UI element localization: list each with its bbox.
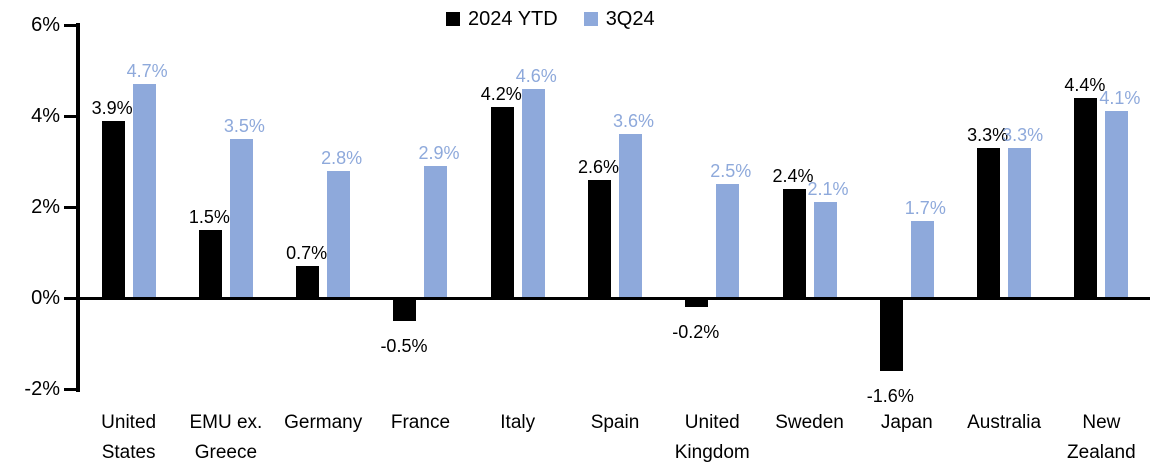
y-tick [64, 205, 76, 209]
data-label-3q24: 3.3% [1002, 124, 1044, 145]
data-label-2024-ytd: 3.3% [967, 124, 1009, 145]
category-label: Australia [967, 412, 1042, 433]
category-label-line: Greece [194, 442, 258, 463]
data-label-3q24: 2.8% [321, 147, 363, 168]
bar-3q24 [1008, 147, 1032, 298]
data-label-3q24: 3.5% [223, 115, 265, 136]
bar-3q24 [813, 202, 837, 298]
y-tick-label: 2% [31, 196, 60, 218]
category-label-line: United [684, 412, 740, 433]
bar-3q24 [424, 166, 448, 298]
bar-2024-ytd [393, 298, 417, 321]
data-label-2024-ytd: 2.4% [772, 165, 814, 186]
bar-3q24 [619, 134, 642, 298]
category-label-line: New [1082, 412, 1121, 433]
bar-2024-ytd [198, 229, 222, 298]
bar-2024-ytd [879, 298, 903, 371]
bar-3q24 [327, 170, 351, 298]
bar-2024-ytd [685, 298, 709, 308]
bar-2024-ytd [490, 106, 514, 298]
legend: 2024 YTD 3Q24 [446, 8, 655, 30]
data-label-3q24: 2.1% [807, 179, 849, 200]
data-label-3q24: 4.6% [515, 65, 557, 86]
2024-ytd-swatch-icon [446, 12, 460, 26]
data-label-2024-ytd: -0.2% [672, 322, 720, 343]
category-label-line: Kingdom [674, 442, 750, 463]
bar-3q24 [229, 138, 253, 298]
data-label-2024-ytd: 2.6% [577, 156, 620, 177]
category-label: Spain [590, 412, 640, 433]
bar-3q24 [910, 220, 934, 298]
bar-2024-ytd [1074, 97, 1098, 298]
bar-2024-ytd [977, 147, 1001, 298]
legend-item-2024-ytd: 2024 YTD [446, 8, 558, 30]
bar-3q24 [716, 184, 740, 298]
legend-item-3q24: 3Q24 [583, 8, 655, 30]
data-label-2024-ytd: 1.5% [188, 206, 230, 227]
3q24-swatch-icon [583, 12, 598, 26]
data-label-3q24: 3.6% [612, 111, 655, 132]
legend-label: 3Q24 [605, 8, 655, 30]
bar-3q24 [132, 84, 156, 298]
category-label-line: United [101, 412, 157, 433]
data-label-2024-ytd: 3.9% [91, 97, 133, 118]
y-axis-line [76, 23, 80, 392]
legend-label: 2024 YTD [468, 8, 558, 30]
data-label-2024-ytd: -0.5% [380, 335, 428, 356]
data-label-3q24: 2.9% [418, 143, 460, 164]
y-tick [64, 387, 76, 391]
category-label: United Kingdom [664, 408, 761, 465]
category-label: Italy [500, 412, 536, 433]
bar-2024-ytd [588, 179, 611, 298]
category-label: United States [80, 408, 177, 465]
y-tick-label: 4% [31, 105, 60, 127]
y-tick [64, 296, 76, 300]
data-label-3q24: 2.5% [710, 161, 752, 182]
data-label-3q24: 4.1% [1099, 88, 1141, 109]
category-label: EMU ex. Greece [177, 408, 274, 465]
category-label: Sweden [775, 412, 844, 433]
category-label-line: States [101, 442, 156, 463]
bar-3q24 [1105, 111, 1129, 298]
y-tick [64, 114, 76, 118]
y-tick-label: -2% [24, 378, 60, 400]
data-label-2024-ytd: 4.2% [480, 83, 522, 104]
data-label-3q24: 1.7% [904, 197, 946, 218]
bar-2024-ytd [296, 266, 320, 298]
y-tick-label: 0% [31, 287, 60, 309]
data-label-2024-ytd: 4.4% [1064, 74, 1106, 95]
zero-baseline [76, 296, 1150, 300]
category-label: Japan [880, 412, 933, 433]
y-tick-label: 6% [31, 14, 60, 36]
category-label: New Zealand [1053, 408, 1150, 465]
data-label-2024-ytd: -1.6% [866, 385, 914, 406]
bar-3q24 [521, 88, 545, 298]
category-label: France [390, 412, 451, 433]
bar-2024-ytd [782, 188, 806, 298]
category-label-line: EMU ex. [189, 412, 263, 433]
data-label-3q24: 4.7% [126, 61, 168, 82]
bar-2024-ytd [101, 120, 125, 298]
data-label-2024-ytd: 0.7% [286, 243, 328, 264]
y-tick [64, 23, 76, 27]
category-label: Germany [284, 412, 363, 433]
category-label-line: Zealand [1067, 442, 1136, 463]
